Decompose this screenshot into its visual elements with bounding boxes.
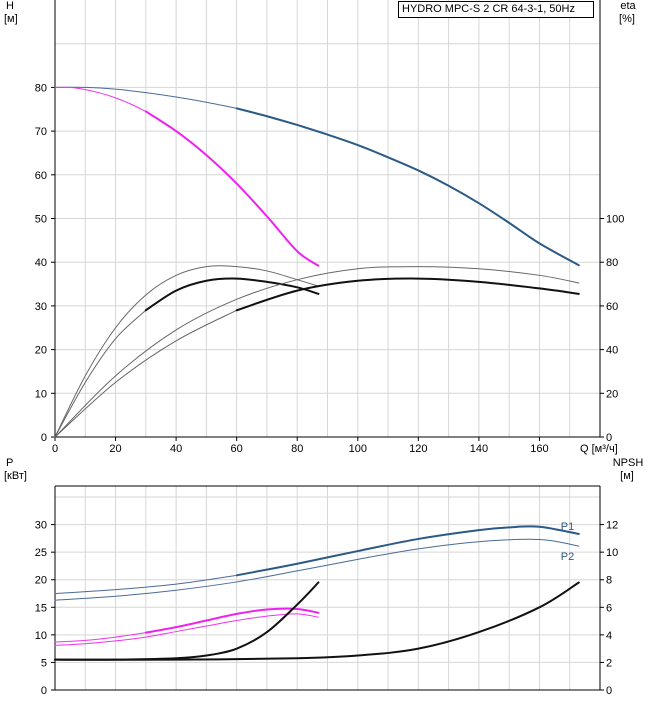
x-tick-label: 60 (231, 443, 243, 455)
series-label-p2: P2 (561, 551, 574, 563)
y-axis-title-right: eta (620, 0, 636, 12)
x-tick-label: 40 (170, 443, 182, 455)
y-tick-label-right: 40 (606, 345, 618, 357)
series-hq-eta-two-pumps-thin-lower (54, 309, 238, 438)
series-power-npsh-one-pump (54, 581, 320, 661)
y-axis-title-left: P (6, 457, 13, 469)
y-tick-label-left: 40 (35, 257, 47, 269)
series-hq-eta-one-pump (144, 277, 320, 312)
y-tick-label-left: 30 (35, 301, 47, 313)
y-tick-label-left: 15 (35, 602, 47, 614)
y-tick-label-right: 10 (606, 547, 618, 559)
x-tick-label: 140 (470, 443, 488, 455)
y-tick-label-left: 30 (35, 520, 47, 532)
x-tick-label: 120 (409, 443, 427, 455)
y-tick-label-left: 10 (35, 630, 47, 642)
x-tick-label: 20 (109, 443, 121, 455)
y-tick-label-left: 10 (35, 388, 47, 400)
y-tick-label-right: 8 (606, 575, 612, 587)
series-hq-eta-one-pump-thin-upper (54, 265, 319, 438)
series-hq-h-two-pumps (235, 107, 580, 267)
y-tick-label-left: 20 (35, 345, 47, 357)
y-tick-label-left: 70 (35, 126, 47, 138)
series-hq-h-one-pump (144, 110, 320, 267)
y-tick-label-left: 25 (35, 547, 47, 559)
y-tick-label-right: 12 (606, 520, 618, 532)
y-axis-unit-left: [кВт] (4, 470, 27, 482)
x-tick-label: 80 (291, 443, 303, 455)
series-power-p1-thin (54, 574, 238, 595)
x-tick-label: 160 (530, 443, 548, 455)
series-hq-eta-two-pumps-thin-upper (54, 266, 580, 438)
y-tick-label-right: 60 (606, 301, 618, 313)
y-tick-label-right: 100 (606, 214, 624, 226)
chart-title: HYDRO MPC-S 2 CR 64-3-1, 50Hz (398, 1, 594, 18)
power-series-group (54, 525, 580, 661)
y-tick-label-left: 60 (35, 170, 47, 182)
series-hq-eta-two-pumps (235, 277, 580, 312)
series-power-p2 (54, 538, 580, 601)
x-tick-label: 0 (52, 443, 58, 455)
y-axis-unit-right: [%] (619, 13, 635, 25)
y-tick-label-left: 5 (41, 657, 47, 669)
y-tick-label-left: 50 (35, 214, 47, 226)
y-axis-unit-left: [м] (4, 13, 18, 25)
y-tick-label-left: 80 (35, 82, 47, 94)
y-tick-label-right: 20 (606, 388, 618, 400)
y-tick-label-right: 6 (606, 602, 612, 614)
y-axis-unit-right: [м] (620, 470, 634, 482)
y-tick-label-right: 80 (606, 257, 618, 269)
series-power-p2-one-pump (54, 613, 319, 646)
hq-grid (51, 0, 604, 441)
series-power-npsh-two-pumps (54, 581, 580, 661)
series-power-p1-one-pump-thin (54, 632, 147, 643)
y-axis-title-left: H (6, 0, 14, 12)
series-power-p1 (235, 525, 580, 577)
hq-series-group (54, 86, 580, 438)
series-hq-h-one-pump-thin (54, 86, 147, 112)
series-hq-eta-one-pump-thin-lower (54, 309, 147, 438)
x-tick-label: 100 (349, 443, 367, 455)
series-power-p1-one-pump (144, 607, 320, 634)
y-tick-label-right: 0 (606, 685, 612, 697)
series-hq-h-two-pumps-thin (54, 86, 238, 109)
y-axis-title-right: NPSH (613, 457, 644, 469)
y-tick-label-right: 2 (606, 657, 612, 669)
y-tick-label-left: 0 (41, 685, 47, 697)
y-tick-label-right: 0 (606, 432, 612, 444)
y-tick-label-left: 0 (41, 432, 47, 444)
x-axis-label: Q [м³/ч] (580, 443, 618, 455)
y-tick-label-right: 4 (606, 630, 612, 642)
series-label-p1: P1 (561, 521, 574, 533)
y-tick-label-left: 20 (35, 575, 47, 587)
power-grid (51, 485, 604, 691)
